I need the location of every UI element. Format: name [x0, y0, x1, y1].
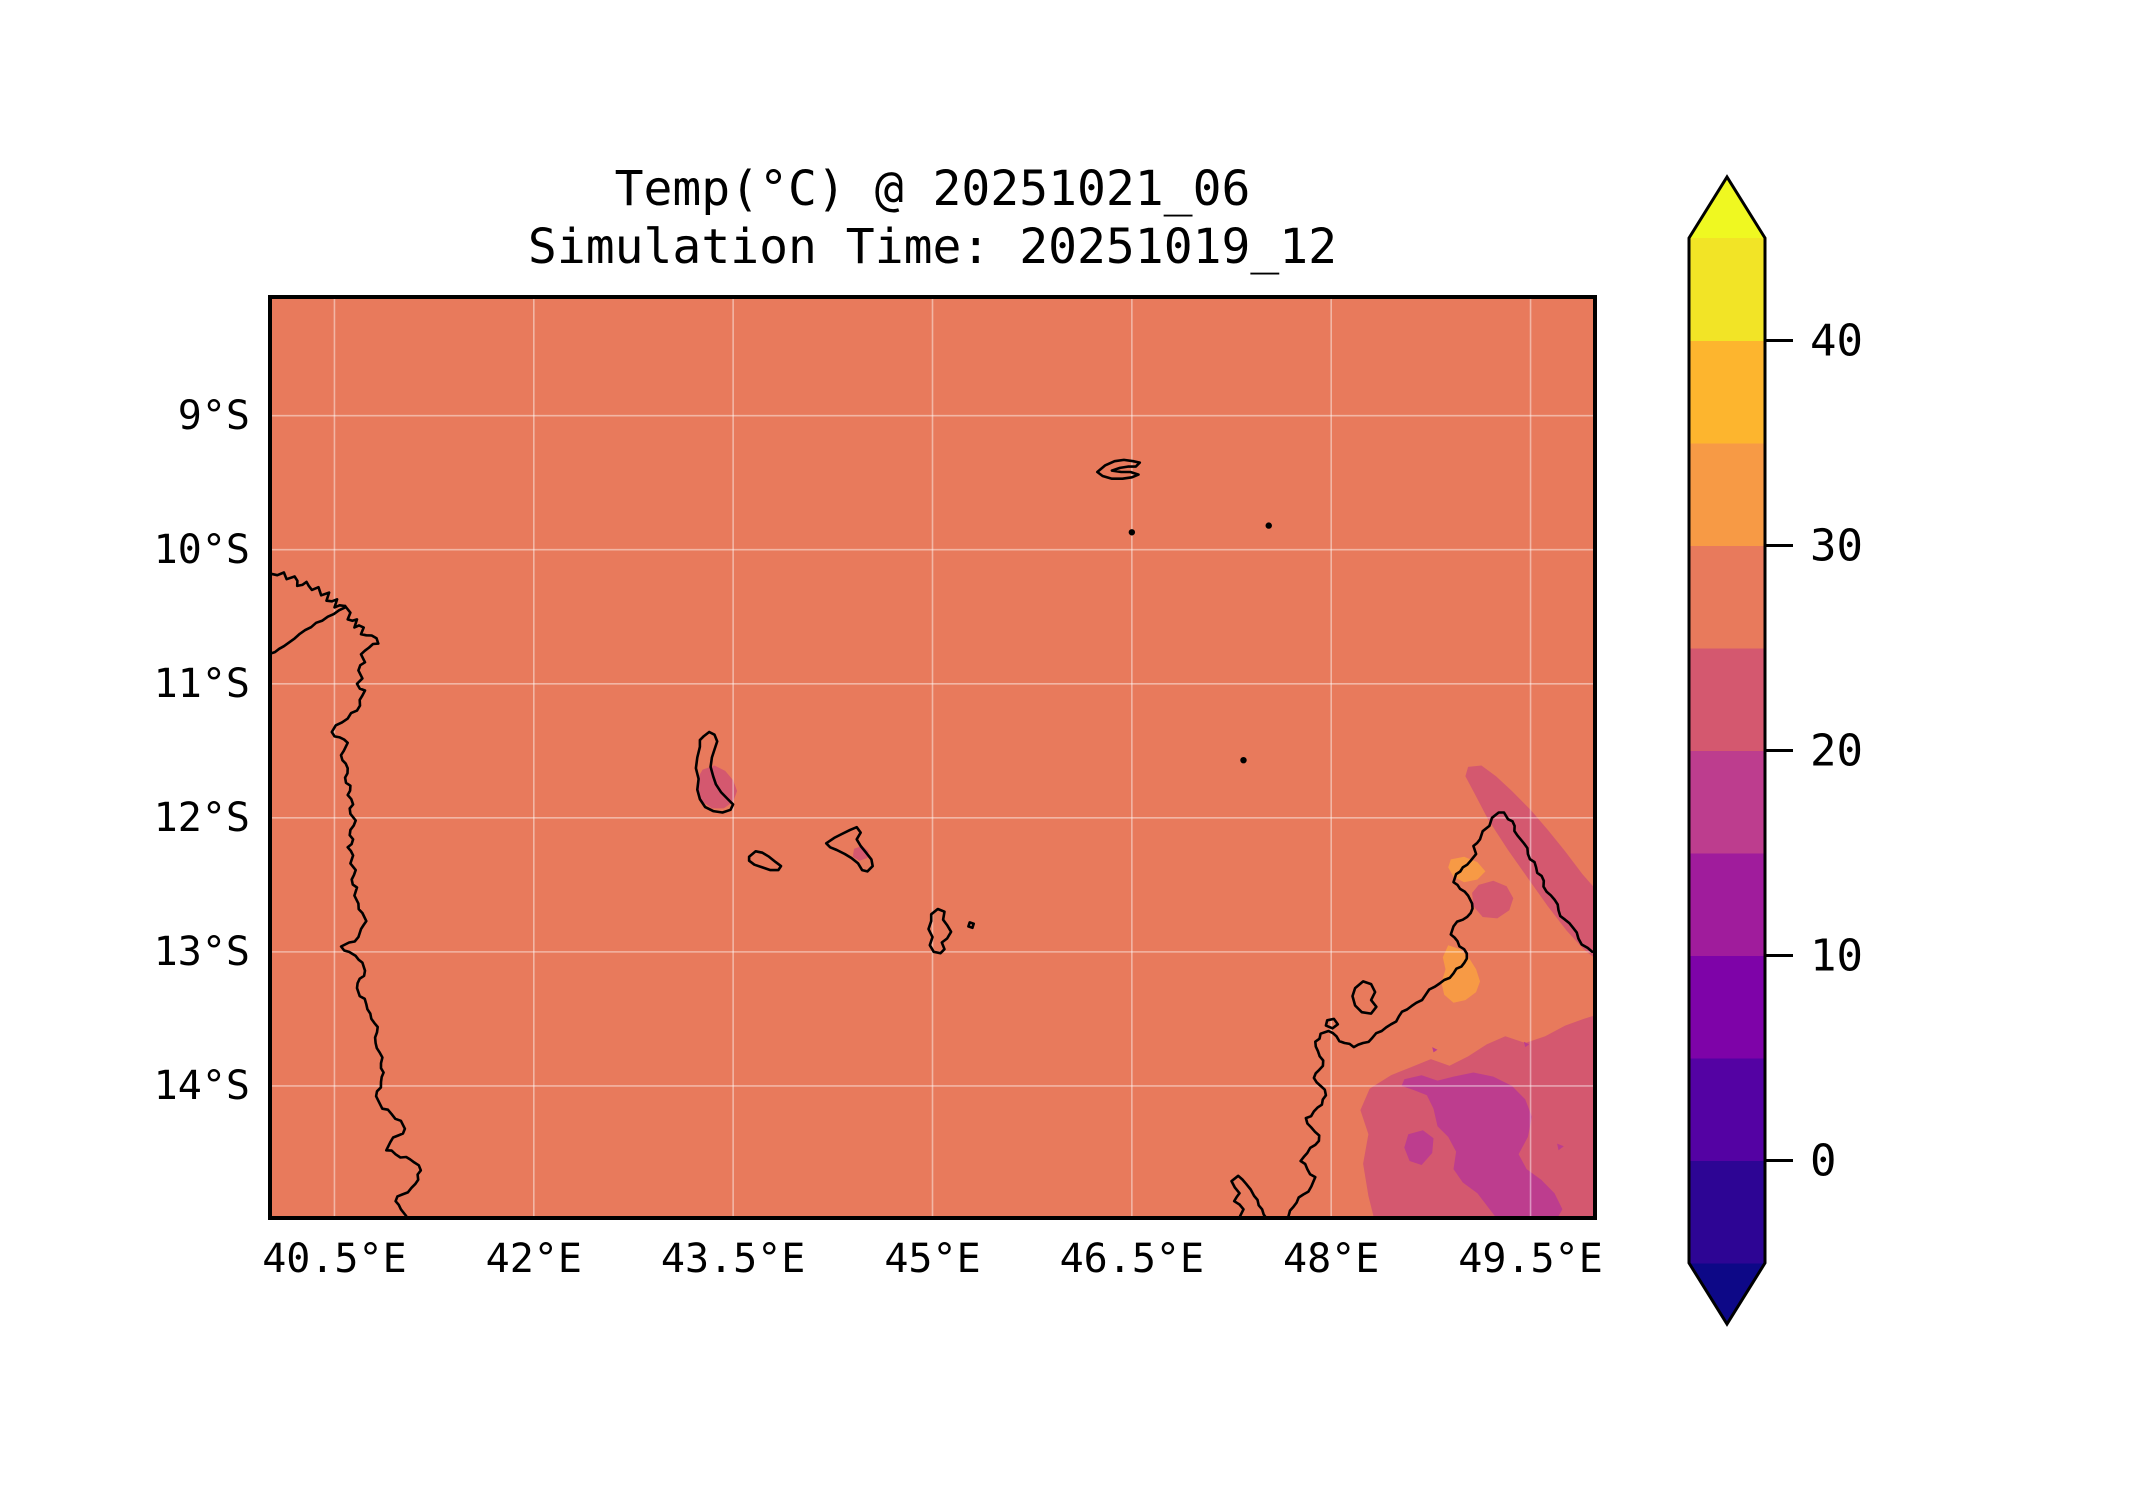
map-canvas — [268, 295, 1597, 1220]
y-tick-label: 14°S — [153, 1062, 250, 1109]
contour-region-magenta-speck-2 — [1432, 1047, 1438, 1053]
map-border — [268, 295, 1597, 1220]
coastline-madagascar-peninsula-sw — [1230, 1174, 1269, 1220]
glorioso-island-dot — [1240, 756, 1247, 764]
coastline-aldabra-atoll — [1096, 458, 1142, 480]
coastline-small-isle-nw-madagascar — [1324, 1017, 1340, 1030]
x-tick-label: 48°E — [1283, 1236, 1380, 1282]
coastline-madagascar-coast — [1284, 811, 1597, 1220]
contour-region-orange-patch-small — [1448, 856, 1486, 883]
coastline-grande-comore-island — [694, 730, 735, 814]
contour-region-magenta-blob-left — [1404, 1130, 1434, 1165]
map-plot-area — [268, 295, 1597, 1220]
colorbar-tick-label: 40 — [1810, 316, 1863, 367]
x-tick-label: 45°E — [884, 1236, 981, 1282]
assumption-island-dot — [1128, 529, 1136, 536]
colorbar-under-arrow — [1689, 1263, 1765, 1324]
map-base-fill — [268, 295, 1597, 1220]
colorbar-segment — [1689, 1058, 1765, 1161]
colorbar-segment — [1689, 853, 1765, 956]
x-tick-label: 40.5°E — [262, 1236, 407, 1282]
cosmoledo-island-dot — [1265, 522, 1272, 529]
colorbar-segment — [1689, 340, 1765, 444]
colorbar-segment — [1689, 545, 1765, 649]
coastline-africa-main-coast — [330, 604, 423, 1220]
coastline-mayotte-islet — [967, 921, 975, 930]
contour-region-rose-nw-blob — [1472, 880, 1514, 919]
colorbar-over-arrow — [1689, 177, 1765, 238]
page-title: Temp(°C) @ 20251021_06 — [614, 161, 1251, 217]
colorbar-tick-label: 0 — [1810, 1136, 1837, 1187]
colorbar-segment — [1689, 750, 1765, 854]
coastline-mayotte-island — [927, 907, 953, 955]
x-tick-label: 46.5°E — [1059, 1236, 1205, 1282]
colorbar-segment — [1689, 1160, 1765, 1264]
page-subtitle: Simulation Time: 20251019_12 — [527, 219, 1338, 275]
x-tick-label: 43.5°E — [660, 1236, 806, 1282]
colorbar-segment — [1689, 443, 1765, 546]
contour-region-magenta-blob-big — [1401, 1072, 1563, 1220]
coastline-africa-north-shore — [268, 570, 347, 609]
x-tick-label: 42°E — [485, 1236, 582, 1282]
x-tick-label: 49.5°E — [1458, 1236, 1603, 1282]
coastline-africa-estuary-line — [268, 606, 347, 657]
contour-region-magenta-speck-1 — [1523, 1041, 1530, 1048]
colorbar-tick-label: 10 — [1810, 931, 1863, 982]
coastline-nosy-be-island — [1351, 980, 1378, 1015]
title-block: Temp(°C) @ 20251021_06 Simulation Time: … — [268, 160, 1597, 276]
contour-region-magenta-speck-3 — [1557, 1143, 1564, 1151]
y-tick-label: 13°S — [153, 928, 250, 975]
colorbar-tick-label: 20 — [1810, 726, 1863, 777]
y-tick-label: 11°S — [153, 660, 250, 707]
y-tick-label: 9°S — [177, 392, 250, 439]
colorbar-segment — [1689, 648, 1765, 751]
coastline-moheli-island — [747, 850, 783, 872]
colorbar-outline — [1687, 174, 1767, 1327]
colorbar-segment — [1689, 238, 1765, 341]
y-tick-label: 10°S — [153, 526, 250, 573]
colorbar: 40 30 20 10 0 — [1687, 174, 1863, 1327]
colorbar-tick-label: 30 — [1810, 521, 1863, 572]
contour-region-orange-patch-big — [1441, 945, 1480, 1003]
colorbar-segment — [1689, 955, 1765, 1059]
y-tick-label: 12°S — [153, 794, 250, 841]
coastline-anjouan-island — [824, 825, 874, 873]
